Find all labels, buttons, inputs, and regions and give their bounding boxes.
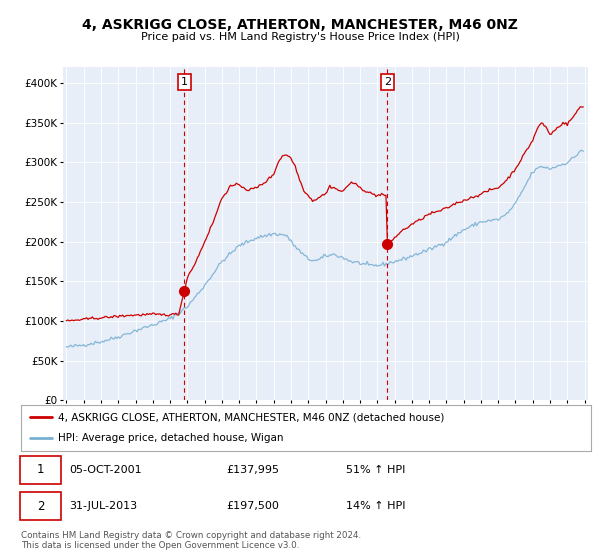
Text: 14% ↑ HPI: 14% ↑ HPI (346, 501, 406, 511)
Text: 1: 1 (181, 77, 188, 87)
Text: 4, ASKRIGG CLOSE, ATHERTON, MANCHESTER, M46 0NZ (detached house): 4, ASKRIGG CLOSE, ATHERTON, MANCHESTER, … (58, 412, 445, 422)
FancyBboxPatch shape (20, 492, 61, 520)
Text: 05-OCT-2001: 05-OCT-2001 (70, 465, 142, 475)
Text: 51% ↑ HPI: 51% ↑ HPI (346, 465, 405, 475)
Text: £197,500: £197,500 (226, 501, 279, 511)
Text: HPI: Average price, detached house, Wigan: HPI: Average price, detached house, Wiga… (58, 433, 284, 444)
Text: 2: 2 (37, 500, 44, 512)
Text: 2: 2 (384, 77, 391, 87)
Text: Price paid vs. HM Land Registry's House Price Index (HPI): Price paid vs. HM Land Registry's House … (140, 32, 460, 43)
Text: 1: 1 (37, 463, 44, 476)
Text: 31-JUL-2013: 31-JUL-2013 (70, 501, 137, 511)
Text: £137,995: £137,995 (226, 465, 279, 475)
FancyBboxPatch shape (20, 456, 61, 484)
Text: Contains HM Land Registry data © Crown copyright and database right 2024.
This d: Contains HM Land Registry data © Crown c… (21, 531, 361, 550)
Text: 4, ASKRIGG CLOSE, ATHERTON, MANCHESTER, M46 0NZ: 4, ASKRIGG CLOSE, ATHERTON, MANCHESTER, … (82, 18, 518, 32)
